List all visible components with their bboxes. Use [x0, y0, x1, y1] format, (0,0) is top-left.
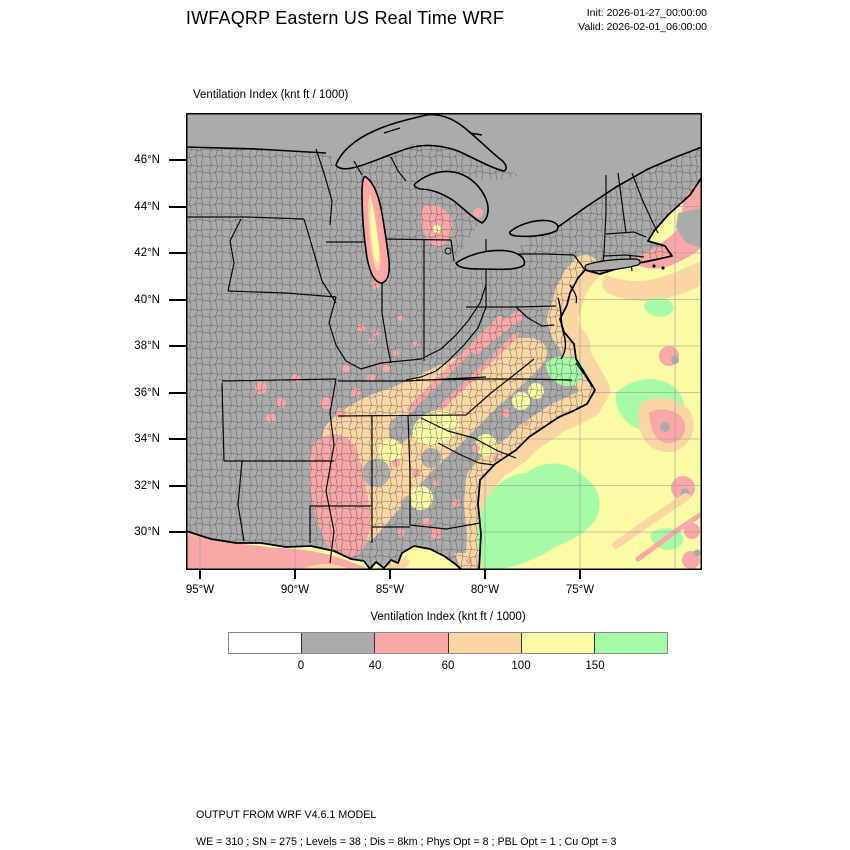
colorbar-tick: 40: [368, 660, 382, 672]
x-tick: [389, 570, 391, 579]
y-tick: [169, 484, 186, 487]
run-timestamps: Init: 2026-01-27_00:00:00 Valid: 2026-02…: [495, 7, 707, 34]
y-axis-label: 30°N: [134, 526, 160, 538]
x-axis-label: 90°W: [280, 584, 310, 596]
x-axis-label: 95°W: [185, 584, 215, 596]
state-borders: [186, 148, 659, 564]
x-tick: [579, 570, 581, 579]
colorbar-tick: 150: [585, 660, 605, 672]
map-field-label: Ventilation Index (knt ft / 1000): [193, 89, 349, 101]
colorbar-segment: [447, 633, 521, 653]
y-tick: [169, 252, 186, 254]
y-axis-label: 36°N: [134, 386, 160, 399]
long-island: [584, 258, 641, 272]
page-title: IWFAQRP Eastern US Real Time WRF: [185, 8, 505, 28]
y-tick: [169, 205, 186, 208]
great-lakes: [335, 113, 559, 284]
colorbar-segment: [229, 633, 302, 653]
y-axis-label: 42°N: [134, 247, 160, 259]
colorbar-tick: 0: [297, 660, 305, 672]
y-tick: [169, 438, 186, 440]
x-axis-label: 80°W: [470, 584, 500, 596]
x-tick: [484, 570, 486, 579]
colorbar-segment: [301, 633, 375, 653]
valid-timestamp: Valid: 2026-02-01_06:00:00: [578, 20, 707, 33]
map-panel: [185, 113, 703, 573]
x-tick: [199, 570, 201, 579]
y-axis-label: 46°N: [134, 154, 160, 166]
y-axis-label: 44°N: [134, 200, 160, 213]
canada-border: [185, 146, 703, 228]
footer-line2: WE = 310 ; SN = 275 ; Levels = 38 ; Dis …: [196, 836, 617, 849]
y-tick: [169, 159, 186, 161]
colorbar-title: Ventilation Index (knt ft / 1000): [370, 611, 526, 623]
y-axis-label: 38°N: [134, 340, 160, 352]
coastline: [185, 176, 703, 571]
colorbar: [228, 632, 668, 654]
y-axis-label: 32°N: [134, 479, 160, 492]
colorbar-segment: [520, 633, 594, 653]
footer-line1: OUTPUT FROM WRF V4.6.1 MODEL: [196, 809, 377, 821]
y-axis-label: 40°N: [134, 293, 160, 306]
x-axis-label: 85°W: [375, 584, 405, 596]
colorbar-tick: 60: [441, 660, 455, 672]
x-axis-label: 75°W: [565, 584, 595, 596]
y-axis-label: 34°N: [134, 433, 160, 445]
map-canvas: [185, 113, 703, 573]
y-tick: [169, 298, 186, 301]
colorbar-segment: [593, 633, 668, 653]
init-timestamp: Init: 2026-01-27_00:00:00: [586, 7, 707, 19]
y-tick: [169, 345, 186, 347]
map-border: [186, 113, 702, 570]
small-islands: [652, 264, 665, 270]
colorbar-segment: [374, 633, 448, 653]
x-tick: [294, 570, 296, 579]
colorbar-tick: 100: [511, 660, 531, 672]
y-tick: [169, 391, 186, 394]
model-config-footer: OUTPUT FROM WRF V4.6.1 MODEL WE = 310 ; …: [196, 809, 617, 850]
map-ocean: [186, 177, 703, 573]
y-tick: [169, 531, 186, 533]
